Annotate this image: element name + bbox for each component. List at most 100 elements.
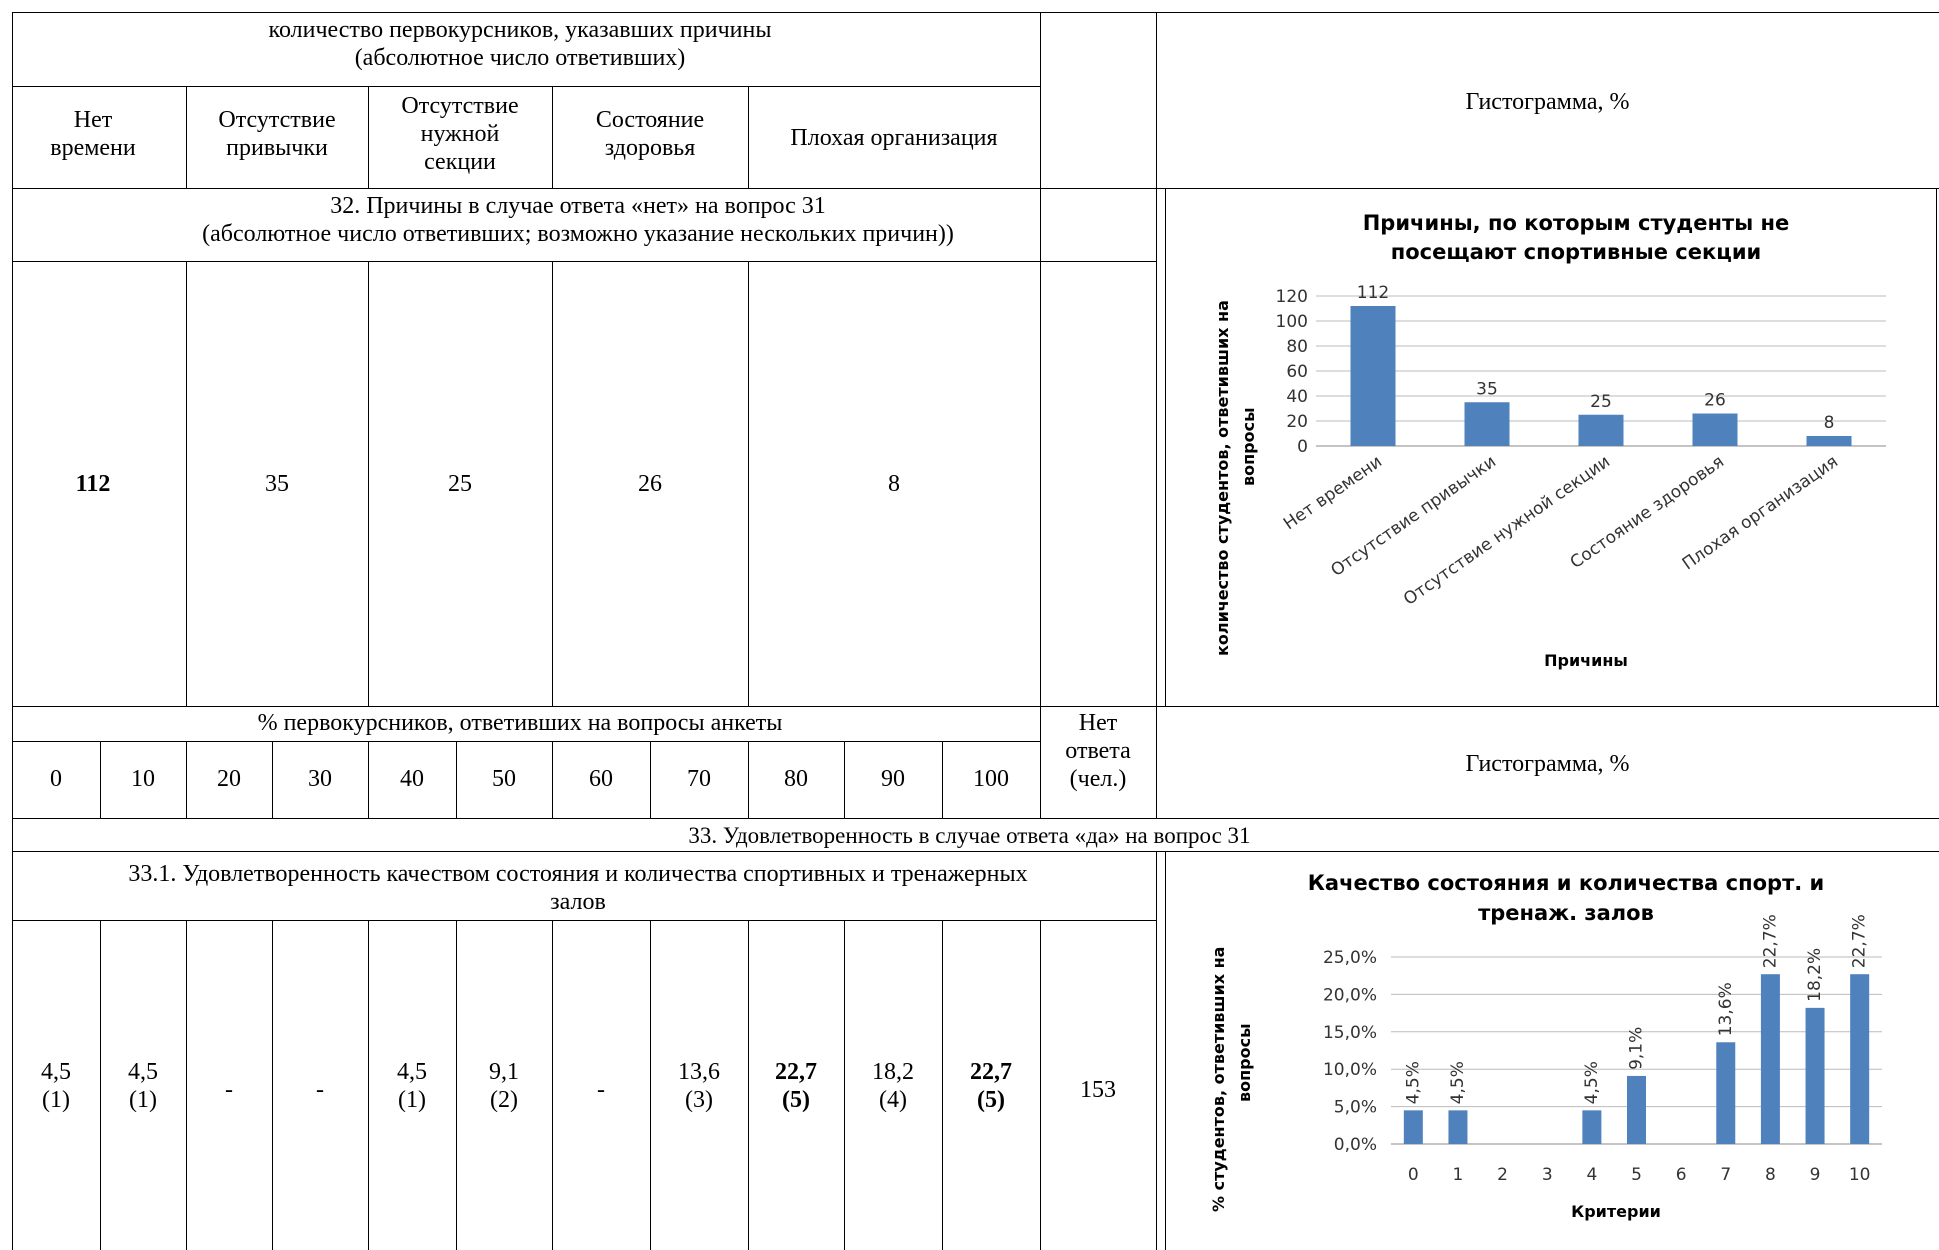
y-tick-label: 5,0% <box>1334 1098 1377 1118</box>
x-tick-label: 2 <box>1497 1165 1508 1185</box>
bar <box>1850 974 1870 1144</box>
grid-line <box>368 741 369 818</box>
col-no-time: Нет времени <box>50 107 136 161</box>
chart2-xlabel: Критерии <box>1571 1202 1661 1221</box>
chart2-title-line1: Качество состояния и количества спорт. и <box>1308 871 1825 895</box>
scale-cell: 90 <box>881 766 905 792</box>
q33-1-value-cell: 4,5 (1) <box>397 1059 427 1113</box>
scale-cell: 40 <box>400 766 424 792</box>
grid-line <box>272 741 273 818</box>
grid-line <box>1156 851 1157 1250</box>
q32-value-bad-organization: 8 <box>888 471 900 497</box>
y-tick-label: 120 <box>1276 287 1308 307</box>
grid-line <box>1165 188 1166 706</box>
data-label: 4,5% <box>1448 1061 1468 1104</box>
bar <box>1448 1110 1468 1144</box>
y-tick-label: 25,0% <box>1323 948 1377 968</box>
bar <box>1692 413 1738 446</box>
grid-line <box>12 741 1040 742</box>
data-label: 22,7% <box>1760 914 1780 968</box>
no-answer-header: Нет ответа (чел.) <box>1065 710 1131 792</box>
grid-line <box>12 818 1939 819</box>
chart1-title-line2: посещают спортивные секции <box>1391 240 1762 264</box>
q33-1-value-cell: 18,2 (4) <box>872 1059 914 1113</box>
y-tick-label: 0,0% <box>1334 1135 1377 1155</box>
q32-title: 32. Причины в случае ответа «нет» на воп… <box>202 193 954 247</box>
q33-1-value-cell: - <box>316 1077 324 1103</box>
scale-cell: 0 <box>50 766 62 792</box>
bar <box>1627 1075 1646 1144</box>
grid-line <box>1040 706 1041 818</box>
data-label: 26 <box>1704 391 1726 411</box>
grid-line <box>1040 920 1041 1250</box>
y-tick-label: 100 <box>1276 312 1308 332</box>
y-tick-label: 15,0% <box>1323 1023 1377 1043</box>
col-no-habit: Отсутствие привычки <box>218 107 336 161</box>
bar <box>1716 1042 1736 1144</box>
bar <box>1582 1110 1602 1144</box>
grid-line <box>12 12 13 1250</box>
bar <box>1578 414 1624 446</box>
data-label: 8 <box>1824 413 1835 433</box>
grid-line <box>272 920 273 1250</box>
bar <box>1805 1007 1825 1144</box>
y-tick-label: 40 <box>1286 387 1308 407</box>
bar <box>1464 402 1510 446</box>
x-tick-label: Отсутствие нужной секции <box>1400 452 1614 610</box>
bar <box>1350 306 1396 446</box>
col-no-section: Отсутствие нужной секции <box>401 93 519 175</box>
x-tick-label: 5 <box>1631 1165 1642 1185</box>
scale-cell: 100 <box>973 766 1009 792</box>
grid-line <box>12 261 1156 262</box>
data-label: 112 <box>1357 283 1389 303</box>
q32-value-no-time: 112 <box>75 471 111 497</box>
y-tick-label: 20,0% <box>1323 985 1377 1005</box>
grid-line <box>12 851 1939 852</box>
grid-line <box>748 920 749 1250</box>
scale-cell: 70 <box>687 766 711 792</box>
grid-line <box>552 261 553 706</box>
grid-line <box>552 741 553 818</box>
gyms-quality-bar-chart: Качество состояния и количества спорт. и… <box>1209 871 1882 1221</box>
y-tick-label: 10,0% <box>1323 1060 1377 1080</box>
grid-line <box>748 741 749 818</box>
section1-header: количество первокурсников, указавших при… <box>268 17 772 71</box>
grid-line <box>368 920 369 1250</box>
grid-line <box>368 261 369 706</box>
q33-1-value-cell: - <box>597 1077 605 1103</box>
q33-1-value-cell: 13,6 (3) <box>678 1059 720 1113</box>
scale-cell: 50 <box>492 766 516 792</box>
data-label: 22,7% <box>1850 914 1870 968</box>
grid-line <box>650 920 651 1250</box>
q33-1-value-cell: 4,5 (1) <box>128 1059 158 1113</box>
grid-line <box>100 741 101 818</box>
bar <box>1760 974 1780 1144</box>
grid-line <box>748 261 749 706</box>
q33-1-value-cell: 22,7 (5) <box>775 1059 817 1113</box>
scale-cell: 10 <box>131 766 155 792</box>
x-tick-label: 7 <box>1720 1165 1731 1185</box>
data-label: 9,1% <box>1627 1027 1647 1070</box>
grid-line <box>650 741 651 818</box>
grid-line <box>942 920 943 1250</box>
q33-1-value-cell: - <box>225 1077 233 1103</box>
grid-line <box>186 741 187 818</box>
x-tick-label: 9 <box>1810 1165 1821 1185</box>
y-tick-label: 60 <box>1286 362 1308 382</box>
data-label: 35 <box>1476 379 1498 399</box>
q33-1-value-cell: 4,5 (1) <box>41 1059 71 1113</box>
grid-line <box>552 86 553 188</box>
q32-value-no-section: 25 <box>448 471 472 497</box>
q32-value-no-habit: 35 <box>265 471 289 497</box>
data-label: 4,5% <box>1403 1061 1423 1104</box>
q33-1-value-cell: 22,7 (5) <box>970 1059 1012 1113</box>
scale-cell: 20 <box>217 766 241 792</box>
chart1-xlabel: Причины <box>1544 651 1628 670</box>
x-tick-label: 10 <box>1849 1165 1871 1185</box>
grid-line <box>100 920 101 1250</box>
histogram-label-2: Гистограмма, % <box>1465 751 1630 777</box>
q33-1-value-cell: 9,1 (2) <box>489 1059 519 1113</box>
data-label: 18,2% <box>1805 948 1825 1002</box>
x-tick-label: 3 <box>1542 1165 1553 1185</box>
scale-cell: 60 <box>589 766 613 792</box>
